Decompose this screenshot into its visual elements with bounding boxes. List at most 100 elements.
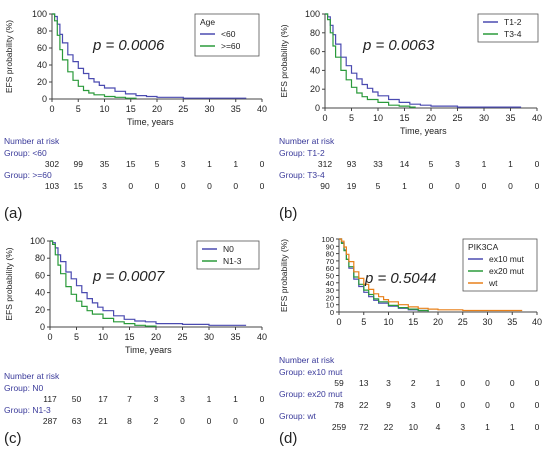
risk-count: 7 [127, 394, 132, 404]
p-value: p = 0.5044 [364, 270, 436, 287]
risk-count: 0 [535, 181, 540, 191]
risk-table-header: Number at risk [279, 355, 335, 365]
y-axis-label: EFS probability (%) [279, 24, 289, 97]
x-tick-label: 20 [151, 332, 161, 342]
x-tick-label: 0 [47, 332, 52, 342]
risk-count: 3 [386, 378, 391, 388]
risk-count: 0 [207, 181, 212, 191]
x-tick-label: 10 [373, 113, 383, 123]
legend-box [194, 13, 260, 57]
y-tick-label: 60 [35, 270, 45, 280]
risk-count: 3 [102, 181, 107, 191]
y-tick-label: 20 [326, 293, 334, 302]
risk-count: 259 [332, 422, 346, 432]
risk-count: 5 [429, 159, 434, 169]
risk-table-header: Number at risk [4, 371, 60, 381]
risk-count: 19 [347, 181, 357, 191]
risk-count: 103 [45, 181, 59, 191]
y-axis-label: EFS probability (%) [4, 247, 14, 320]
x-tick-label: 40 [532, 113, 542, 123]
risk-count: 0 [535, 400, 540, 410]
legend-label: ex10 mut [489, 254, 525, 264]
risk-count: 0 [460, 378, 465, 388]
risk-count: 0 [260, 416, 265, 426]
risk-count: 0 [535, 378, 540, 388]
x-tick-label: 30 [479, 113, 489, 123]
risk-count: 22 [384, 422, 394, 432]
risk-count: 0 [535, 422, 540, 432]
risk-count: 0 [460, 400, 465, 410]
legend-label: T1-2 [504, 17, 522, 27]
x-tick-label: 35 [230, 332, 240, 342]
risk-count: 35 [100, 159, 110, 169]
risk-count: 90 [320, 181, 330, 191]
y-tick-label: 40 [35, 288, 45, 298]
risk-count: 3 [180, 394, 185, 404]
x-tick-label: 35 [507, 317, 517, 327]
risk-count: 4 [436, 422, 441, 432]
p-value: p = 0.0007 [92, 268, 165, 285]
legend-label: <60 [221, 29, 236, 39]
x-tick-label: 25 [177, 332, 187, 342]
risk-count: 1 [482, 159, 487, 169]
legend-label: N1-3 [223, 256, 242, 266]
legend-label: ex20 mut [489, 266, 525, 276]
risk-count: 3 [411, 400, 416, 410]
x-tick-label: 25 [458, 317, 468, 327]
risk-count: 3 [455, 159, 460, 169]
risk-count: 287 [43, 416, 57, 426]
risk-count: 0 [260, 394, 265, 404]
risk-count: 1 [510, 422, 515, 432]
legend-label: N0 [223, 244, 234, 254]
x-tick-label: 15 [124, 332, 134, 342]
legend-box [196, 240, 260, 270]
risk-group-label: Group: ex20 mut [279, 389, 343, 399]
y-tick-label: 20 [35, 305, 45, 315]
risk-count: 0 [128, 181, 133, 191]
risk-count: 0 [485, 378, 490, 388]
risk-count: 1 [233, 394, 238, 404]
series-line-2 [50, 240, 157, 327]
y-tick-label: 100 [30, 236, 45, 246]
risk-count: 1 [207, 394, 212, 404]
x-tick-label: 20 [426, 113, 436, 123]
y-tick-label: 50 [326, 272, 334, 281]
x-tick-label: 35 [505, 113, 515, 123]
risk-count: 14 [400, 159, 410, 169]
risk-count: 22 [359, 400, 369, 410]
risk-group-label: Group: N1-3 [4, 405, 51, 415]
legend-box [477, 13, 539, 43]
y-tick-label: 100 [321, 235, 334, 244]
y-tick-label: 60 [37, 43, 47, 53]
y-tick-label: 40 [310, 65, 320, 75]
risk-count: 0 [180, 416, 185, 426]
series-line-1 [325, 13, 522, 108]
y-tick-label: 40 [326, 279, 334, 288]
risk-count: 2 [154, 416, 159, 426]
panel-tag: (d) [279, 430, 297, 447]
x-tick-label: 0 [322, 113, 327, 123]
risk-count: 0 [233, 416, 238, 426]
risk-count: 1 [436, 378, 441, 388]
risk-count: 0 [260, 181, 265, 191]
risk-group-label: Group: N0 [4, 383, 43, 393]
risk-group-label: Group: wt [279, 411, 316, 421]
x-tick-label: 5 [361, 317, 366, 327]
risk-count: 0 [260, 159, 265, 169]
x-tick-label: 40 [257, 332, 267, 342]
risk-count: 117 [43, 394, 57, 404]
panel-tag: (c) [4, 430, 22, 447]
x-tick-label: 30 [204, 104, 214, 114]
risk-count: 15 [74, 181, 84, 191]
y-tick-label: 80 [326, 250, 334, 259]
risk-count: 10 [409, 422, 419, 432]
risk-count: 0 [207, 416, 212, 426]
risk-table-header: Number at risk [279, 136, 335, 146]
x-tick-label: 10 [99, 104, 109, 114]
x-tick-label: 15 [408, 317, 418, 327]
x-tick-label: 25 [178, 104, 188, 114]
